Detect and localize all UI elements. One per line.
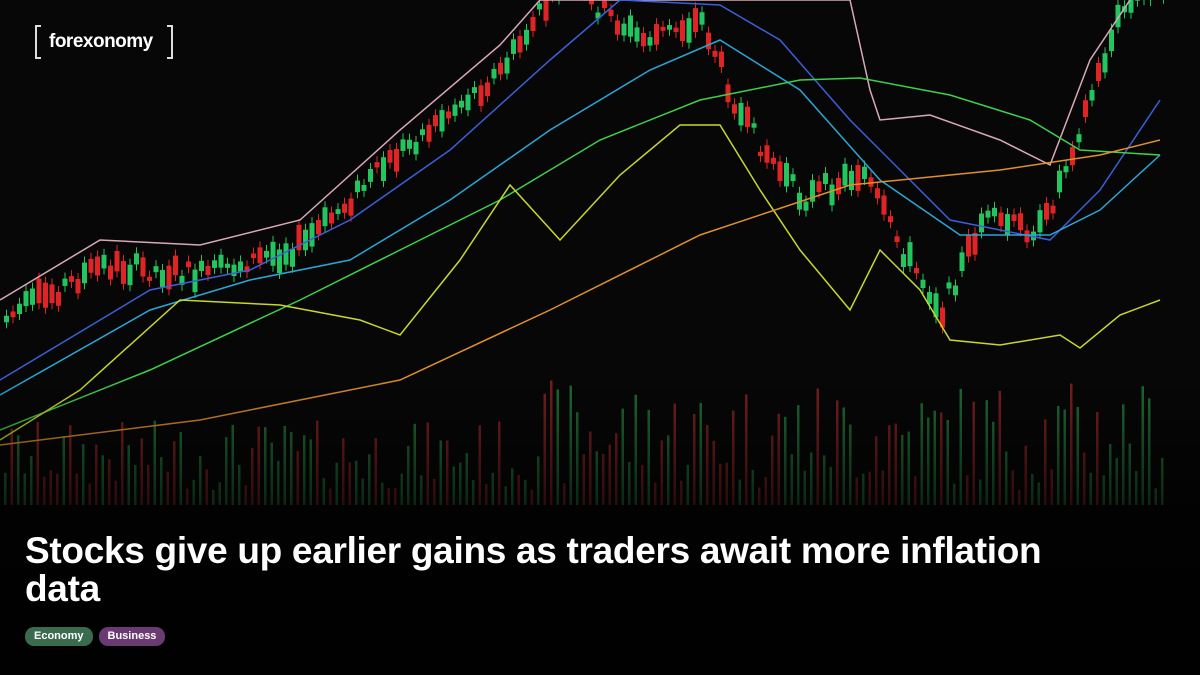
logo[interactable]: forexonomy <box>35 25 173 59</box>
logo-bracket <box>35 25 41 59</box>
logo-bracket <box>167 25 173 59</box>
tag-list: Economy Business <box>25 627 166 646</box>
tag[interactable]: Economy <box>25 627 93 646</box>
article-title[interactable]: Stocks give up earlier gains as traders … <box>25 530 1042 609</box>
logo-text: forexonomy <box>49 31 153 52</box>
tag[interactable]: Business <box>98 627 166 646</box>
